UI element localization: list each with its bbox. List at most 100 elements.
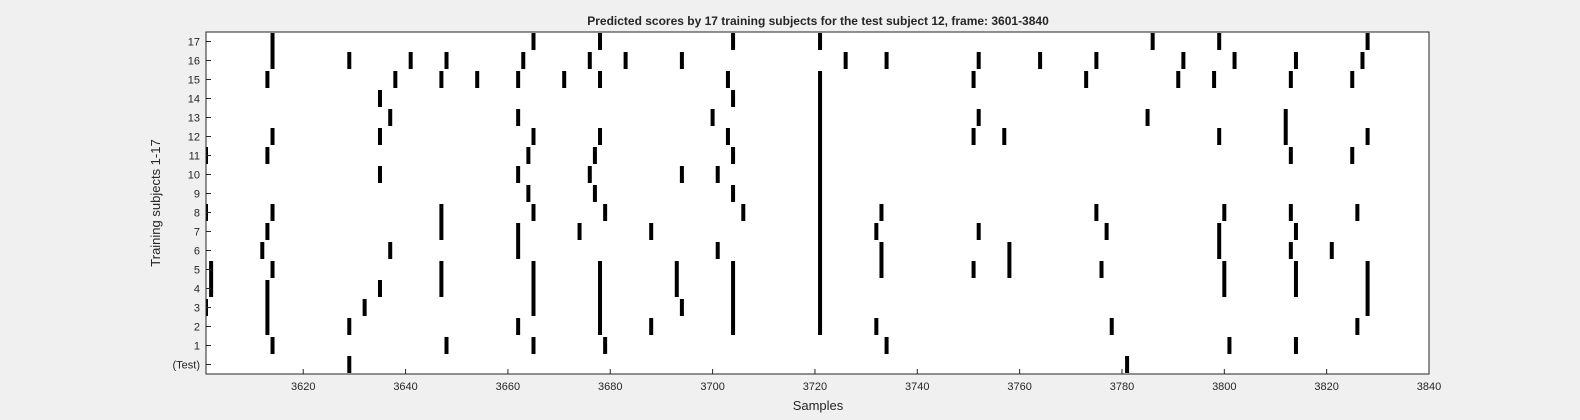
event-mark (1094, 52, 1099, 69)
event-mark (270, 52, 275, 69)
event-mark (1125, 356, 1130, 373)
event-mark (265, 71, 270, 88)
event-mark (516, 71, 521, 88)
event-mark (1227, 337, 1232, 354)
event-mark (1350, 147, 1355, 164)
event-mark-join (1293, 278, 1298, 280)
event-mark (818, 185, 823, 202)
event-mark (209, 261, 214, 278)
event-mark (377, 166, 382, 183)
event-mark (1232, 52, 1237, 69)
event-mark (679, 52, 684, 69)
event-mark (1360, 52, 1365, 69)
event-mark (884, 52, 889, 69)
x-tick-label: 3660 (496, 381, 520, 393)
event-mark (679, 299, 684, 316)
event-mark (521, 52, 526, 69)
event-mark (516, 166, 521, 183)
event-mark (475, 71, 480, 88)
event-mark-join (818, 145, 823, 147)
event-mark-join (818, 221, 823, 223)
x-tick-label: 3680 (598, 381, 622, 393)
event-mark-join (1365, 297, 1370, 299)
event-mark (265, 223, 270, 240)
event-mark (531, 204, 536, 221)
plot-area (206, 32, 1429, 374)
event-mark (260, 242, 265, 259)
event-mark (1099, 261, 1104, 278)
event-mark (725, 71, 730, 88)
event-mark (879, 261, 884, 278)
event-mark (731, 33, 736, 50)
event-mark (818, 109, 823, 126)
event-mark (818, 318, 823, 335)
event-mark (818, 242, 823, 259)
event-mark (843, 52, 848, 69)
event-mark (347, 318, 352, 335)
event-mark (526, 147, 531, 164)
event-mark (674, 280, 679, 297)
event-mark (1217, 33, 1222, 50)
event-mark-join (531, 297, 536, 299)
event-mark (818, 166, 823, 183)
x-tick-label: 3760 (1007, 381, 1031, 393)
event-mark (1283, 128, 1288, 145)
event-mark (265, 280, 270, 297)
event-mark (1288, 147, 1293, 164)
event-mark (649, 318, 654, 335)
event-mark (598, 128, 603, 145)
event-mark (971, 128, 976, 145)
x-tick-label: 3620 (291, 381, 315, 393)
event-mark (347, 52, 352, 69)
event-mark (1288, 71, 1293, 88)
event-mark (531, 299, 536, 316)
event-mark (818, 33, 823, 50)
event-mark (265, 318, 270, 335)
event-mark (818, 90, 823, 107)
x-tick-label: 3700 (700, 381, 724, 393)
event-mark (603, 337, 608, 354)
event-mark-join (1283, 126, 1288, 128)
event-mark-join (818, 278, 823, 280)
event-mark (1212, 71, 1217, 88)
event-mark (1365, 299, 1370, 316)
event-mark (516, 223, 521, 240)
event-mark (741, 204, 746, 221)
event-mark (818, 147, 823, 164)
event-mark (598, 261, 603, 278)
event-mark (818, 71, 823, 88)
event-mark (592, 185, 597, 202)
event-mark (649, 223, 654, 240)
event-mark (1222, 280, 1227, 297)
x-tick-label: 3780 (1110, 381, 1134, 393)
event-mark (592, 147, 597, 164)
event-mark (562, 71, 567, 88)
event-mark (1283, 109, 1288, 126)
event-mark (598, 299, 603, 316)
x-tick-label: 3720 (803, 381, 827, 393)
event-mark (598, 318, 603, 335)
event-mark (1007, 261, 1012, 278)
event-mark (408, 52, 413, 69)
event-mark (1288, 242, 1293, 259)
event-mark (1293, 261, 1298, 278)
event-mark (587, 166, 592, 183)
y-tick-label: 7 (194, 227, 200, 239)
event-mark (715, 166, 720, 183)
event-mark (516, 318, 521, 335)
event-mark (1365, 261, 1370, 278)
event-mark-join (818, 107, 823, 109)
event-mark (1350, 71, 1355, 88)
y-tick-label: 1 (194, 341, 200, 353)
event-mark (1145, 109, 1150, 126)
event-mark-join (818, 202, 823, 204)
event-mark (439, 261, 444, 278)
event-mark-join (265, 297, 270, 299)
event-mark (531, 128, 536, 145)
event-mark (439, 204, 444, 221)
y-tick-label: 9 (194, 189, 200, 201)
y-tick-label: 15 (188, 75, 200, 87)
event-mark (265, 147, 270, 164)
event-mark-join (818, 126, 823, 128)
